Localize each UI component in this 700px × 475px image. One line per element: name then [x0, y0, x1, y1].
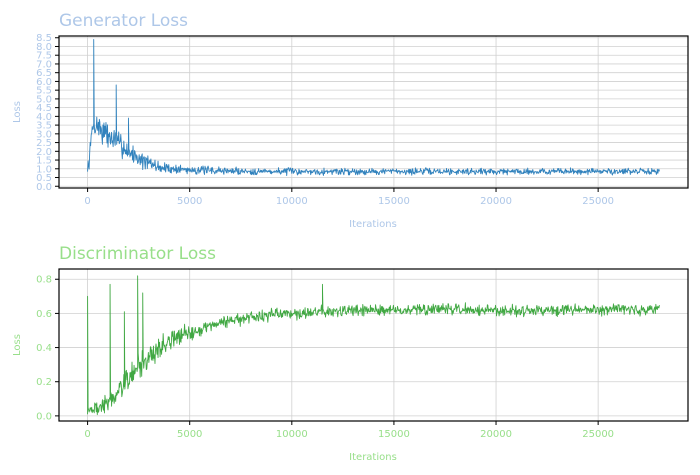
- generator-x-tick-label: 20000: [480, 196, 512, 207]
- discriminator-y-tick-label: 0.4: [36, 343, 52, 354]
- generator-chart-title: Generator Loss: [59, 11, 188, 31]
- discriminator-loss-panel: Discriminator Loss 0 5000 10000 15000 20000 2…: [12, 244, 689, 463]
- generator-y-tick-label: 2.5: [36, 138, 52, 149]
- discriminator-y-tick-label: 0.0: [36, 411, 52, 422]
- discriminator-y-ticks: 0.0 0.2 0.4 0.6 0.8: [36, 275, 59, 422]
- generator-y-tick-label: 4.5: [36, 103, 52, 114]
- generator-y-tick-label: 6.5: [36, 68, 52, 79]
- generator-loss-series: [87, 39, 660, 177]
- discriminator-x-tick-label: 0: [84, 429, 90, 440]
- generator-x-tick-label: 0: [84, 196, 90, 207]
- generator-y-tick-label: 1.0: [36, 164, 52, 175]
- generator-y-tick-label: 8.0: [36, 42, 52, 53]
- generator-y-tick-label: 6.0: [36, 77, 52, 88]
- discriminator-axes-frame: [58, 268, 689, 422]
- generator-x-tick-label: 25000: [582, 196, 614, 207]
- generator-y-axis-label: Loss: [12, 101, 23, 123]
- discriminator-x-axis-label: Iterations: [349, 452, 397, 463]
- generator-y-tick-label: 3.5: [36, 121, 52, 132]
- generator-y-tick-label: 3.0: [36, 129, 52, 140]
- discriminator-y-axis-label: Loss: [12, 334, 23, 356]
- generator-axes-frame: [58, 35, 689, 189]
- generator-y-tick-label: 8.5: [36, 33, 52, 44]
- discriminator-x-tick-label: 5000: [177, 429, 202, 440]
- generator-loss-line: [87, 39, 660, 177]
- discriminator-y-tick-label: 0.8: [36, 275, 52, 286]
- generator-y-tick-label: 0.5: [36, 173, 52, 184]
- generator-x-tick-label: 5000: [177, 196, 202, 207]
- discriminator-x-ticks: 0 5000 10000 15000 20000 25000: [84, 421, 614, 440]
- discriminator-grid: [59, 269, 688, 421]
- generator-y-ticks: 0.00.51.01.52.02.53.03.54.04.55.05.56.06…: [36, 33, 59, 193]
- generator-y-tick-label: 5.5: [36, 86, 52, 97]
- generator-x-ticks: 0 5000 10000 15000 20000 25000: [84, 188, 614, 207]
- generator-x-tick-label: 15000: [378, 196, 410, 207]
- discriminator-x-tick-label: 15000: [378, 429, 410, 440]
- generator-y-tick-label: 1.5: [36, 156, 52, 167]
- discriminator-y-tick-label: 0.2: [36, 377, 52, 388]
- discriminator-y-tick-label: 0.6: [36, 309, 52, 320]
- generator-y-tick-label: 7.5: [36, 51, 52, 62]
- discriminator-x-tick-label: 10000: [276, 429, 308, 440]
- generator-x-axis-label: Iterations: [349, 219, 397, 230]
- generator-y-tick-label: 5.0: [36, 94, 52, 105]
- generator-grid: [59, 36, 688, 188]
- generator-loss-panel: Generator Loss 0 5000 10000 15000 20000 25000…: [12, 11, 689, 230]
- generator-x-tick-label: 10000: [276, 196, 308, 207]
- generator-y-tick-label: 0.0: [36, 182, 52, 193]
- discriminator-loss-series: [87, 275, 660, 416]
- discriminator-x-tick-label: 25000: [582, 429, 614, 440]
- discriminator-x-tick-label: 20000: [480, 429, 512, 440]
- discriminator-loss-line: [87, 275, 660, 416]
- generator-y-tick-label: 7.0: [36, 59, 52, 70]
- generator-y-tick-label: 4.0: [36, 112, 52, 123]
- generator-y-tick-label: 2.0: [36, 147, 52, 158]
- discriminator-chart-title: Discriminator Loss: [59, 244, 216, 264]
